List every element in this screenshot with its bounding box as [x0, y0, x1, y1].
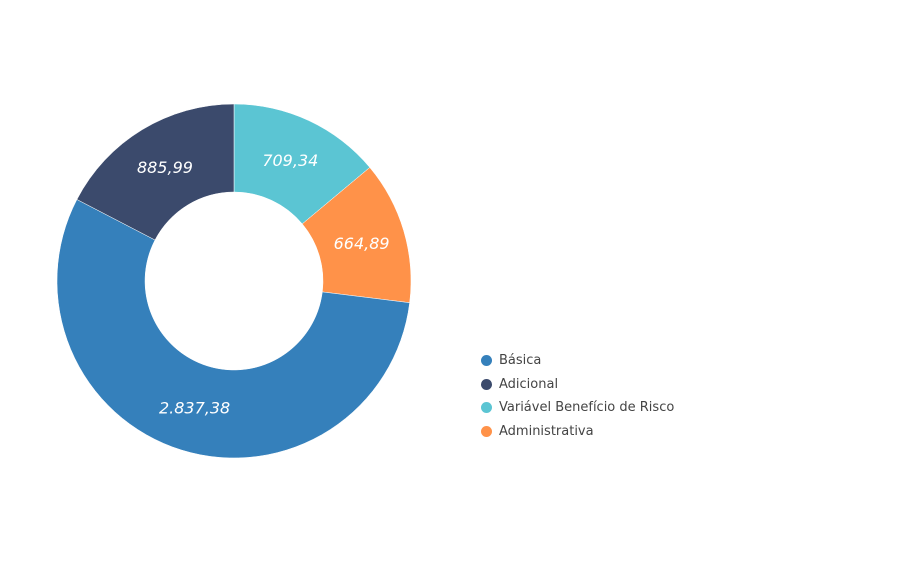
legend-item-variavel-beneficio-de-risco[interactable]: Variável Benefício de Risco: [481, 396, 674, 420]
legend-label: Adicional: [499, 376, 559, 392]
legend-item-administrativa[interactable]: Administrativa: [481, 420, 674, 444]
slice-adicional[interactable]: [76, 103, 235, 241]
legend-swatch-icon: [481, 402, 492, 414]
legend-item-adicional[interactable]: Adicional: [481, 373, 674, 397]
slice-basica[interactable]: [56, 199, 410, 459]
legend-swatch-icon: [481, 378, 492, 390]
legend-label: Administrativa: [499, 423, 594, 439]
value-label-basica: 2.837,38: [159, 399, 230, 418]
donut-slices: [56, 103, 412, 459]
donut-value-labels: 709,34 664,89 2.837,38 885,99: [137, 151, 390, 418]
legend-swatch-icon: [481, 355, 492, 367]
value-label-administrativa: 664,89: [334, 234, 390, 253]
legend-label: Variável Benefício de Risco: [499, 400, 675, 416]
legend-item-basica[interactable]: Básica: [481, 349, 674, 373]
legend-swatch-icon: [481, 425, 492, 437]
value-label-variavel-beneficio-de-risco: 709,34: [262, 151, 318, 170]
value-label-adicional: 885,99: [137, 158, 193, 177]
chart-legend: Básica Adicional Variável Benefício de Ris…: [481, 349, 674, 443]
legend-label: Básica: [499, 353, 542, 369]
